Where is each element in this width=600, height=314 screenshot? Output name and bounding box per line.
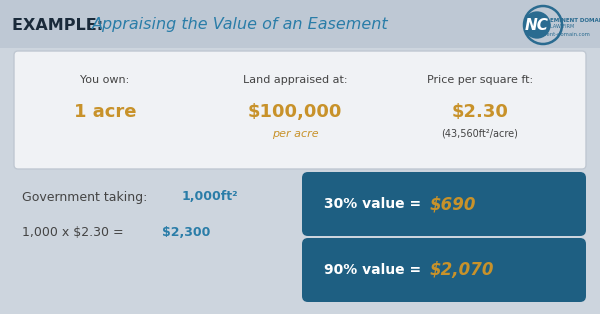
Text: $2,300: $2,300 [162,225,211,239]
FancyBboxPatch shape [14,51,586,169]
Text: Appraising the Value of an Easement: Appraising the Value of an Easement [92,18,389,33]
Text: (43,560ft²/acre): (43,560ft²/acre) [442,129,518,139]
Text: $100,000: $100,000 [248,103,342,121]
FancyBboxPatch shape [302,238,586,302]
Text: 1 acre: 1 acre [74,103,136,121]
Text: per acre: per acre [272,129,319,139]
Text: $690: $690 [430,195,476,213]
Text: EXAMPLE:: EXAMPLE: [12,18,109,33]
Text: LAW FIRM: LAW FIRM [550,24,574,29]
Text: Government taking:: Government taking: [22,191,151,203]
FancyBboxPatch shape [0,0,600,48]
FancyBboxPatch shape [302,172,586,236]
Text: 1,000ft²: 1,000ft² [182,191,239,203]
Text: Price per square ft:: Price per square ft: [427,75,533,85]
Text: Land appraised at:: Land appraised at: [243,75,347,85]
Text: NC: NC [525,18,549,33]
Text: 90% value =: 90% value = [324,263,426,277]
Circle shape [523,11,551,39]
Text: $2,070: $2,070 [430,261,494,279]
Text: $2.30: $2.30 [452,103,508,121]
Text: 1,000 x $2.30 =: 1,000 x $2.30 = [22,225,128,239]
Text: You own:: You own: [80,75,130,85]
Text: 30% value =: 30% value = [324,197,426,211]
Text: EMINENT DOMAIN: EMINENT DOMAIN [550,18,600,23]
Text: nc-eminent-domain.com: nc-eminent-domain.com [526,33,591,37]
